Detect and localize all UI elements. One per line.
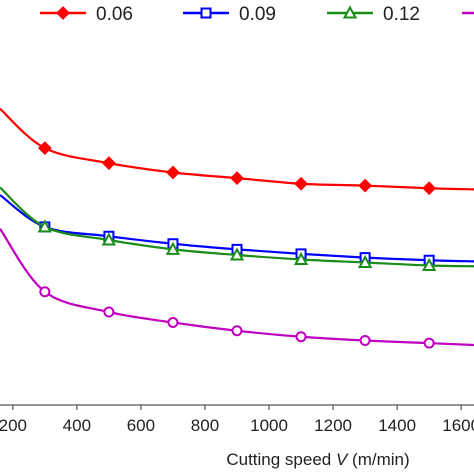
data-point-circle bbox=[167, 317, 179, 328]
data-point-circle bbox=[231, 325, 243, 337]
x-axis-title: Cutting speed V (m/min) bbox=[226, 450, 409, 469]
legend-entry: 0.12 bbox=[327, 4, 420, 25]
legend-label: 0.12 bbox=[383, 4, 420, 25]
data-point-diamond bbox=[166, 165, 180, 180]
data-point-triangle bbox=[37, 219, 53, 233]
data-point-triangle bbox=[421, 257, 437, 271]
x-tick-label: 400 bbox=[63, 416, 91, 435]
series-0.12 bbox=[0, 186, 474, 271]
series-unlabeled bbox=[0, 228, 474, 349]
x-tick-label: 200 bbox=[0, 416, 27, 435]
legend-entry: 0.06 bbox=[40, 4, 133, 25]
data-point-circle bbox=[423, 337, 435, 349]
series-layer bbox=[0, 107, 474, 349]
data-point-diamond bbox=[294, 176, 308, 191]
data-point-circle bbox=[295, 331, 307, 343]
legend-entry bbox=[462, 11, 474, 15]
data-point-diamond bbox=[230, 171, 244, 186]
data-point-circle bbox=[103, 306, 115, 318]
x-tick-label: 1400 bbox=[378, 416, 416, 435]
legend-label: 0.09 bbox=[239, 4, 276, 25]
x-tick-label: 1000 bbox=[250, 416, 288, 435]
data-point-diamond bbox=[56, 6, 70, 20]
data-point-square bbox=[200, 7, 212, 19]
data-point-triangle bbox=[342, 5, 358, 19]
data-point-circle bbox=[359, 335, 371, 346]
data-point-circle bbox=[39, 286, 51, 298]
x-tick-label: 800 bbox=[191, 416, 219, 435]
x-tick-label: 1200 bbox=[314, 416, 352, 435]
legend: 0.06 0.09 0.12 bbox=[40, 4, 474, 25]
data-point-triangle bbox=[229, 247, 245, 261]
data-point-diamond bbox=[37, 141, 52, 156]
data-point-diamond bbox=[101, 156, 116, 171]
legend-entry: 0.09 bbox=[183, 4, 276, 25]
data-point-triangle bbox=[101, 232, 117, 246]
data-point-diamond bbox=[358, 178, 373, 193]
data-point-triangle bbox=[165, 241, 181, 255]
legend-label: 0.06 bbox=[96, 4, 133, 25]
x-tick-label: 600 bbox=[127, 416, 155, 435]
series-0.06 bbox=[0, 107, 474, 196]
data-point-diamond bbox=[422, 181, 437, 196]
data-point-triangle bbox=[293, 251, 309, 265]
data-point-triangle bbox=[357, 254, 373, 268]
